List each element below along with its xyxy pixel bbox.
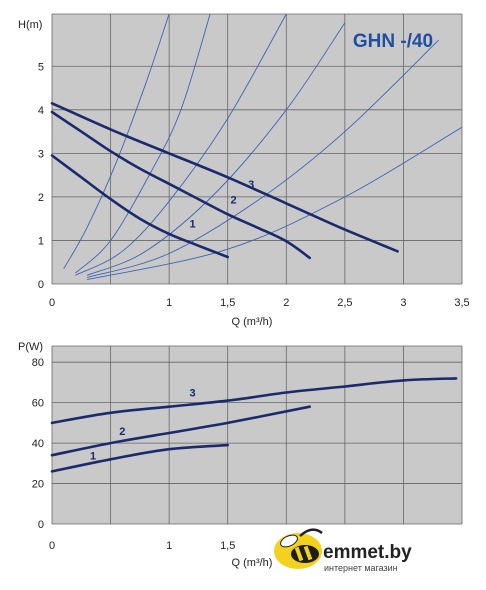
y-axis-label: H(m) bbox=[18, 19, 42, 31]
chart-title: GHN -/40 bbox=[353, 31, 433, 52]
series-label-3: 3 bbox=[190, 388, 196, 400]
y-tick-label: 60 bbox=[32, 398, 44, 410]
series-label-3: 3 bbox=[248, 179, 254, 191]
system-curve-line bbox=[86, 39, 439, 278]
brand-name: emmet.by bbox=[323, 542, 412, 563]
series-label-1: 1 bbox=[90, 450, 96, 462]
x-axis-label: Q (m³/h) bbox=[232, 557, 273, 569]
series-label-2: 2 bbox=[231, 194, 237, 206]
x-tick-label: 2,5 bbox=[337, 297, 352, 309]
x-tick-label: 1 bbox=[166, 540, 172, 552]
x-tick-label: 3,5 bbox=[454, 297, 469, 309]
x-tick-label: 3 bbox=[400, 297, 406, 309]
series-line-2 bbox=[50, 110, 311, 260]
y-tick-label: 5 bbox=[38, 61, 44, 73]
series-line-1 bbox=[50, 154, 229, 259]
system-curve-line bbox=[63, 14, 170, 270]
emmet-watermark: emmet.by интернет магазин bbox=[274, 528, 412, 573]
y-tick-label: 40 bbox=[32, 438, 44, 450]
x-tick-label: 2 bbox=[283, 297, 289, 309]
system-curve-line bbox=[87, 126, 462, 281]
series-line-1 bbox=[50, 443, 229, 473]
bee-logo-icon bbox=[274, 528, 323, 569]
y-tick-label: 0 bbox=[38, 279, 44, 291]
y-tick-label: 80 bbox=[32, 357, 44, 369]
x-axis-label: Q (m³/h) bbox=[232, 316, 273, 328]
series-label-1: 1 bbox=[190, 218, 196, 230]
y-tick-label: 4 bbox=[38, 105, 44, 117]
x-tick-label: 1,5 bbox=[220, 540, 235, 552]
x-tick-label: 0 bbox=[49, 297, 55, 309]
x-tick-label: 0 bbox=[49, 540, 55, 552]
y-tick-label: 20 bbox=[32, 479, 44, 491]
series-label-2: 2 bbox=[119, 426, 125, 438]
x-tick-label: 1,5 bbox=[220, 297, 235, 309]
x-tick-label: 1 bbox=[166, 297, 172, 309]
series-line-3 bbox=[50, 102, 399, 253]
system-curve-line bbox=[86, 22, 346, 276]
y-tick-label: 1 bbox=[38, 235, 44, 247]
y-tick-label: 2 bbox=[38, 192, 44, 204]
system-curve-line bbox=[75, 14, 287, 276]
plot-area bbox=[52, 14, 462, 284]
series-line-2 bbox=[50, 405, 311, 457]
y-axis-label: P(W) bbox=[18, 341, 43, 353]
plot-area bbox=[52, 346, 462, 524]
y-tick-label: 0 bbox=[38, 519, 44, 531]
series-line-3 bbox=[50, 377, 458, 425]
brand-tagline: интернет магазин bbox=[324, 563, 398, 573]
system-curve-line bbox=[75, 14, 211, 274]
power-flow-chart: 1 2 3 0 1 1,5 0 20 40 60 80 P(W) Q (m³/h) bbox=[18, 341, 463, 569]
y-tick-label: 3 bbox=[38, 148, 44, 160]
